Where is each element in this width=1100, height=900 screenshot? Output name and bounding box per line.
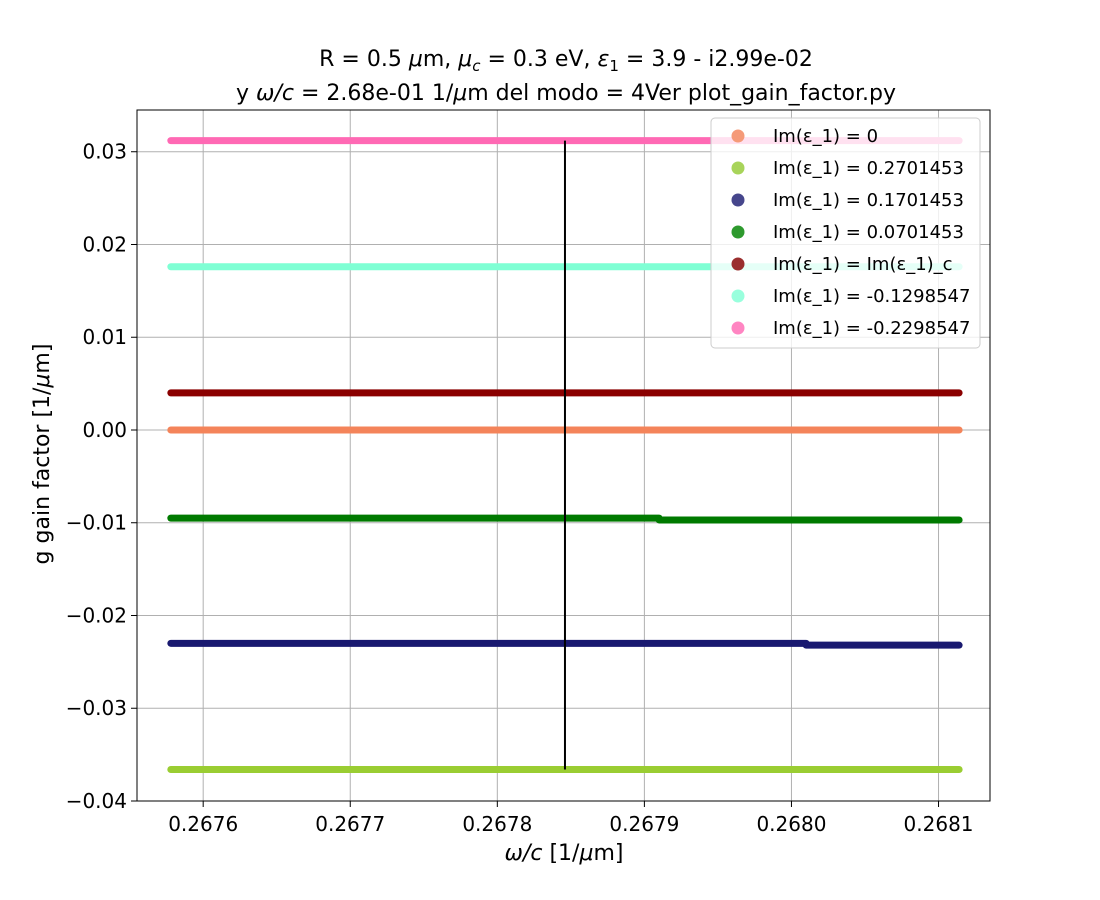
x-tick-label: 0.2678 <box>462 812 532 836</box>
legend-label-4: Im(ε_1) = Im(ε_1)_c <box>773 254 953 275</box>
legend-box <box>710 117 981 349</box>
x-axis-ticks: 0.2676 0.2677 0.2678 0.2679 0.2680 0.2681 <box>168 801 974 836</box>
y-axis-ticks: −0.04 −0.03 −0.02 −0.01 0.00 0.01 0.02 0.03 <box>66 140 137 813</box>
legend-label-2: Im(ε_1) = 0.1701453 <box>773 190 964 211</box>
legend-label-1: Im(ε_1) = 0.2701453 <box>773 158 964 179</box>
y-tick-label: −0.01 <box>66 511 127 535</box>
legend-label-6: Im(ε_1) = -0.2298547 <box>773 318 970 339</box>
legend-label-5: Im(ε_1) = -0.1298547 <box>773 286 970 307</box>
y-tick-label: −0.03 <box>66 696 127 720</box>
x-tick-label: 0.2680 <box>756 812 826 836</box>
x-tick-label: 0.2681 <box>904 812 974 836</box>
y-tick-label: 0.02 <box>82 232 127 256</box>
chart-title-line1: R = 0.5 μm, μc = 0.3 eV, ε1 = 3.9 - i2.9… <box>319 47 813 75</box>
title1-mu-unit: μ <box>408 47 423 72</box>
y-tick-label: 0.01 <box>82 325 127 349</box>
x-tick-label: 0.2677 <box>315 812 385 836</box>
x-tick-label: 0.2679 <box>609 812 679 836</box>
legend-marker-0 <box>731 129 745 143</box>
legend-marker-4 <box>731 257 745 271</box>
legend-marker-5 <box>731 289 745 303</box>
legend-marker-6 <box>731 321 745 335</box>
y-tick-label: −0.04 <box>66 789 127 813</box>
legend-label-0: Im(ε_1) = 0 <box>773 126 878 147</box>
legend: Im(ε_1) = 0 Im(ε_1) = 0.2701453 Im(ε_1) = … <box>710 117 981 349</box>
legend-label-3: Im(ε_1) = 0.0701453 <box>773 222 964 243</box>
plot-frame <box>136 109 991 802</box>
x-axis-label: ω/c [1/μm] <box>505 841 624 866</box>
legend-marker-1 <box>731 161 745 175</box>
y-tick-label: 0.03 <box>82 140 127 164</box>
legend-marker-2 <box>731 193 745 207</box>
y-axis-label: g gain factor [1/μm] <box>30 344 55 565</box>
x-tick-label: 0.2676 <box>168 812 238 836</box>
y-tick-label: 0.00 <box>82 418 127 442</box>
title1-r: R = 0.5 <box>319 47 409 72</box>
y-tick-label: −0.02 <box>66 603 127 627</box>
legend-marker-3 <box>731 225 745 239</box>
chart-title-line2: y ω/c = 2.68e-01 1/μm del modo = 4Ver pl… <box>236 81 896 106</box>
